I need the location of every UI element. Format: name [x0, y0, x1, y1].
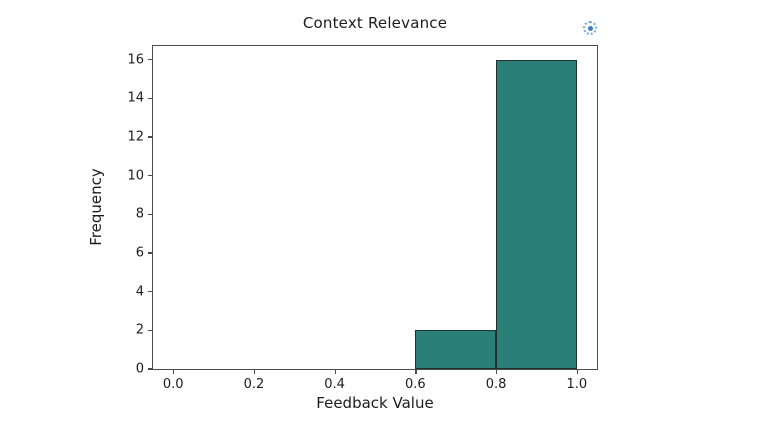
y-tick-mark [148, 213, 153, 215]
y-tick-label: 4 [135, 284, 144, 300]
x-tick-mark [576, 369, 579, 374]
x-axis-label: Feedback Value [316, 394, 434, 412]
y-tick-label: 2 [135, 322, 144, 338]
x-tick-mark [496, 369, 498, 374]
histogram-bar [496, 59, 577, 369]
y-tick-mark [148, 368, 153, 370]
plot-area: 0.0 0.2 0.4 0.6 0.8 1.0 0 2 4 6 8 10 12 14 16 [127, 45, 598, 392]
x-tick-mark [415, 369, 417, 374]
status-spinner-icon [583, 21, 597, 35]
x-tick-label: 0.2 [243, 377, 265, 392]
y-tick-label: 12 [127, 129, 144, 145]
y-tick-mark [148, 136, 153, 138]
x-tick-label: 0.8 [485, 377, 507, 392]
x-tick-mark [334, 369, 336, 374]
x-tick-mark [253, 369, 256, 374]
histogram-bar [415, 330, 497, 369]
spinner-dot-icon [587, 25, 593, 31]
y-tick-mark [148, 174, 153, 177]
x-tick-label: 0.0 [162, 377, 184, 392]
x-tick-label: 0.6 [405, 377, 426, 392]
y-tick-mark [148, 252, 153, 254]
x-tick-label: 0.4 [324, 377, 345, 392]
y-tick-mark [148, 58, 153, 61]
y-tick-label: 10 [127, 168, 144, 184]
y-axis-label: Frequency [87, 168, 105, 246]
y-tick-label: 6 [135, 245, 144, 261]
y-tick-mark [148, 290, 153, 293]
y-tick-mark [148, 329, 153, 331]
y-tick-label: 0 [135, 361, 144, 377]
y-tick-mark [148, 97, 153, 99]
y-tick-label: 16 [127, 52, 144, 68]
y-tick-label: 8 [135, 206, 144, 222]
y-tick-label: 14 [127, 90, 144, 106]
x-tick-mark [173, 369, 175, 374]
chart-title: Context Relevance [302, 14, 448, 32]
x-tick-label: 1.0 [566, 377, 588, 392]
